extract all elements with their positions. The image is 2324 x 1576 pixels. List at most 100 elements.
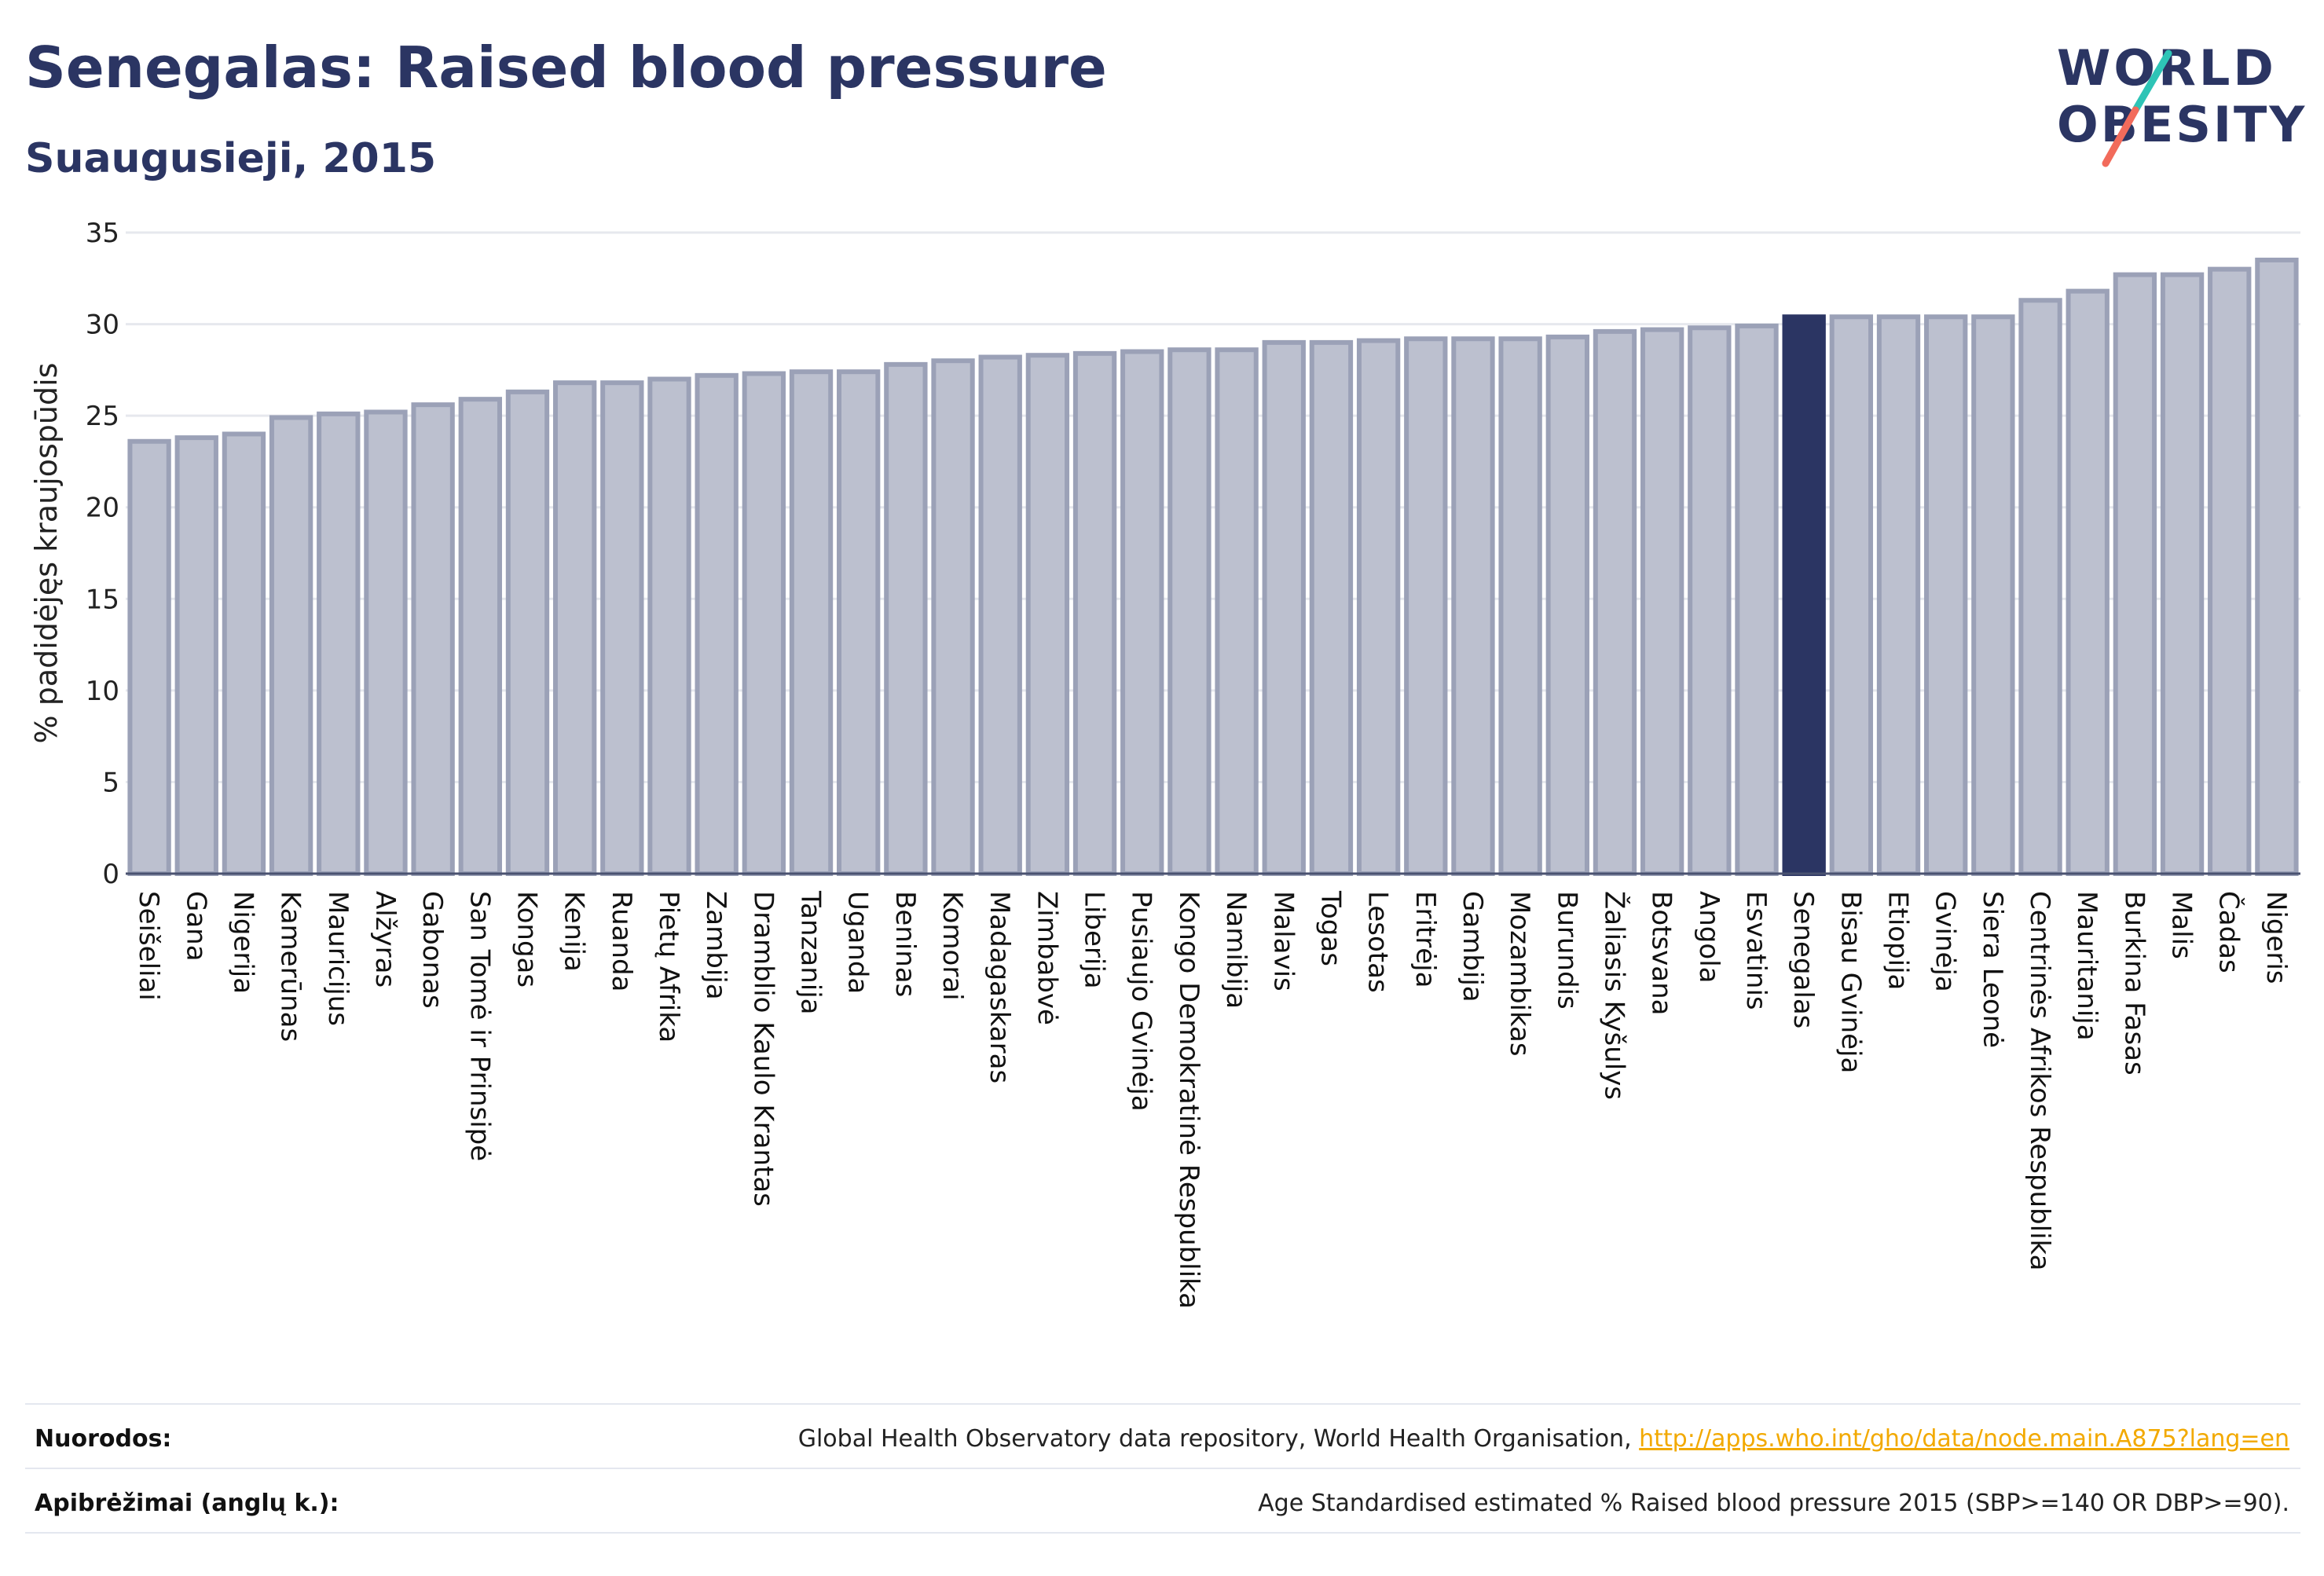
footer-divider	[25, 1532, 2300, 1534]
x-tick-label: Beninas	[889, 891, 921, 997]
x-tick-label: Kongas	[511, 891, 542, 988]
x-tick-label: Kenija	[559, 891, 590, 972]
y-tick-label: 15	[86, 584, 119, 615]
bar	[552, 380, 597, 877]
x-tick-label: Malavis	[1267, 891, 1299, 991]
x-tick-label: Burundis	[1551, 891, 1582, 1010]
y-tick-label: 25	[86, 401, 119, 432]
x-tick-label: Esvatinis	[1740, 891, 1772, 1010]
bar	[269, 415, 313, 876]
x-tick-label: Gana	[180, 891, 211, 962]
bar	[1688, 325, 1732, 876]
x-tick-label: Gabonas	[416, 891, 448, 1009]
x-tick-label: Komorai	[937, 891, 968, 1001]
references-link[interactable]: http://apps.who.int/gho/data/node.main.A…	[1639, 1425, 2289, 1453]
references-label: Nuorodos:	[35, 1425, 172, 1453]
x-tick-label: Seišeliai	[133, 891, 164, 1001]
x-tick-label: Gambija	[1457, 891, 1488, 1002]
bar	[174, 435, 218, 876]
bar	[931, 358, 975, 876]
bar	[1593, 328, 1637, 876]
x-tick-label: Kongo Demokratinė Respublika	[1173, 891, 1204, 1309]
bar	[1735, 323, 1779, 877]
bar	[1404, 336, 1448, 877]
x-tick-label: Pietų Afrika	[653, 891, 684, 1043]
bar	[1782, 314, 1826, 876]
bar	[1545, 334, 1589, 877]
bar	[505, 389, 550, 876]
footer-divider	[25, 1403, 2300, 1405]
bar	[789, 369, 834, 876]
bar	[1072, 350, 1117, 877]
x-tick-label: Tanzanija	[795, 890, 827, 1014]
y-axis-label: % padidėjęs kraujospūdis	[29, 363, 64, 744]
bar	[1120, 349, 1164, 877]
x-tick-label: Nigeris	[2260, 891, 2292, 984]
bar	[1262, 339, 1306, 876]
bar	[222, 431, 266, 876]
bar	[127, 438, 171, 877]
bar	[2160, 272, 2205, 876]
definitions-label: Apibrėžimai (anglų k.):	[35, 1490, 339, 1517]
bar	[1309, 339, 1354, 876]
x-tick-label: Namibija	[1220, 891, 1252, 1009]
bar	[1451, 336, 1495, 877]
x-tick-label: Pusiaujo Gvinėja	[1126, 891, 1157, 1112]
y-tick-label: 30	[86, 310, 119, 341]
bar	[1924, 314, 1968, 876]
bar	[2255, 257, 2299, 876]
x-tick-label: Kamerūnas	[275, 891, 306, 1042]
bar	[600, 380, 644, 877]
x-tick-label: Angola	[1693, 891, 1725, 983]
world-obesity-logo: WORLD OBESITY	[2043, 31, 2310, 173]
y-tick-label: 10	[86, 676, 119, 707]
x-tick-label: Mozambikas	[1504, 891, 1535, 1057]
bar	[742, 371, 786, 876]
bar	[1876, 314, 1921, 876]
bar	[1025, 353, 1070, 877]
bar	[1356, 338, 1401, 877]
references-value: Global Health Observatory data repositor…	[798, 1425, 2289, 1453]
bar	[695, 372, 739, 876]
logo-slash-icon	[2102, 49, 2172, 167]
x-tick-label: Žaliasis Kyšulys	[1598, 891, 1630, 1100]
x-tick-label: Madagaskaras	[984, 891, 1015, 1083]
x-tick-label: Čadas	[2213, 891, 2245, 973]
bar	[647, 376, 691, 876]
bar	[364, 409, 408, 877]
bar	[978, 354, 1022, 876]
x-tick-label: Eritrėja	[1409, 891, 1441, 988]
bar	[2113, 272, 2157, 876]
bar	[411, 402, 455, 876]
x-tick-label: Burkina Fasas	[2118, 891, 2150, 1076]
definitions-value: Age Standardised estimated % Raised bloo…	[1258, 1490, 2289, 1517]
y-tick-label: 5	[102, 767, 119, 798]
y-tick-label: 0	[102, 859, 119, 890]
bar	[837, 369, 881, 876]
logo-line2: OBESITY	[2057, 96, 2308, 153]
x-tick-label: Botsvana	[1646, 891, 1677, 1016]
x-tick-label: Liberija	[1079, 891, 1110, 989]
x-tick-label: Ruanda	[606, 891, 637, 991]
x-tick-label: Dramblio Kaulo Krantas	[747, 891, 779, 1207]
x-tick-label: Malis	[2166, 891, 2198, 959]
bar	[1498, 336, 1542, 877]
bar	[317, 411, 361, 877]
x-tick-label: Lesotas	[1362, 891, 1394, 993]
references-text: Global Health Observatory data repositor…	[797, 1425, 1640, 1453]
bar	[1215, 347, 1259, 876]
x-tick-label: Zambija	[700, 891, 731, 1000]
footer-divider	[25, 1468, 2300, 1469]
x-tick-label: Gvinėja	[1930, 891, 1961, 992]
y-tick-label: 20	[86, 493, 119, 524]
x-tick-label: Uganda	[842, 891, 874, 994]
bar	[2066, 288, 2110, 876]
chart-title: Senegalas: Raised blood pressure	[25, 35, 1107, 101]
bar	[1167, 347, 1211, 876]
bar	[1971, 314, 2015, 876]
x-tick-label: Centrinės Afrikos Respublika	[2024, 891, 2055, 1270]
bar	[1829, 314, 1874, 876]
x-tick-label: Alžyras	[369, 891, 401, 988]
bar	[2208, 266, 2252, 876]
x-tick-label: Nigerija	[227, 891, 258, 994]
